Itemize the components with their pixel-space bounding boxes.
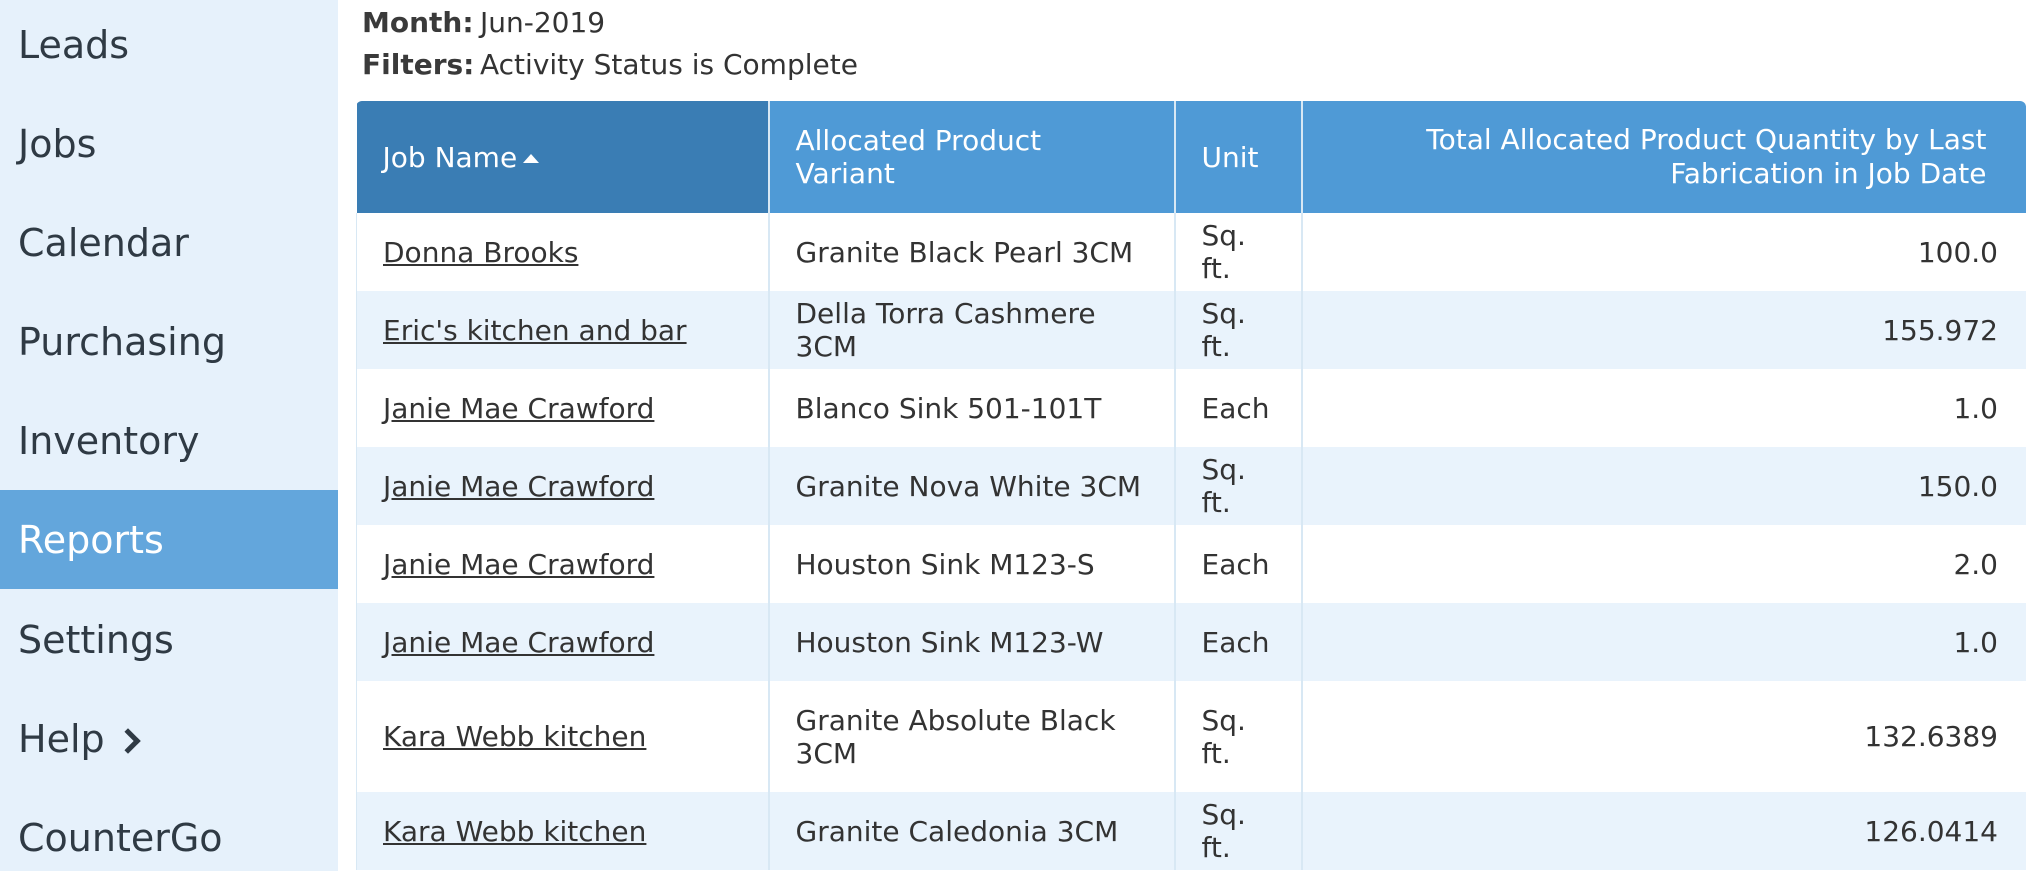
job-name-cell: Kara Webb kitchen [356, 681, 770, 792]
variant-cell: Granite Black Pearl 3CM [768, 213, 1176, 291]
column-header-label: Job Name [382, 140, 518, 174]
table-row: Janie Mae Crawford Houston Sink M123-W E… [356, 603, 2026, 681]
unit-cell: Sq. ft. [1174, 792, 1303, 870]
filters-value: Activity Status is Complete [480, 48, 858, 81]
job-name-cell: Eric's kitchen and bar [356, 291, 770, 369]
unit-cell: Sq. ft. [1174, 447, 1303, 525]
quantity-cell: 1.0 [1301, 369, 2026, 447]
unit-cell: Each [1174, 369, 1303, 447]
variant-cell: Granite Nova White 3CM [768, 447, 1176, 525]
report-table: Job Name Allocated Product Variant Unit … [356, 101, 2026, 870]
sort-ascending-icon [523, 153, 540, 163]
unit-cell: Sq. ft. [1174, 291, 1303, 369]
variant-cell: Houston Sink M123-S [768, 525, 1176, 603]
report-table-container: Job Name Allocated Product Variant Unit … [356, 101, 2026, 870]
unit-cell: Each [1174, 603, 1303, 681]
sidebar-item-label: Inventory [18, 418, 200, 463]
sidebar-item-label: Calendar [18, 220, 189, 265]
month-label: Month: [362, 6, 474, 39]
column-header-label: Total Allocated Product Quantity by Last… [1426, 123, 1987, 190]
quantity-cell: 150.0 [1301, 447, 2026, 525]
table-row: Janie Mae Crawford Houston Sink M123-S E… [356, 525, 2026, 603]
filters-label: Filters: [362, 48, 475, 81]
column-header-label: Allocated Product Variant [795, 124, 1042, 190]
column-header-product-variant[interactable]: Allocated Product Variant [768, 101, 1176, 213]
job-name-cell: Janie Mae Crawford [356, 369, 770, 447]
variant-cell: Granite Caledonia 3CM [768, 792, 1176, 870]
sidebar-item-label: CounterGo [18, 815, 223, 860]
sidebar-item-calendar[interactable]: Calendar [0, 193, 338, 292]
sidebar-item-label: Jobs [18, 121, 97, 166]
sidebar-item-label: Purchasing [18, 319, 226, 364]
month-value: Jun-2019 [480, 6, 606, 39]
table-header-row: Job Name Allocated Product Variant Unit … [356, 101, 2026, 213]
sidebar-item-label: Help [18, 716, 105, 761]
job-name-cell: Janie Mae Crawford [356, 525, 770, 603]
job-link[interactable]: Donna Brooks [383, 235, 579, 269]
job-name-cell: Janie Mae Crawford [356, 603, 770, 681]
sidebar-item-help[interactable]: Help [0, 689, 338, 788]
column-header-job-name[interactable]: Job Name [356, 101, 770, 213]
column-header-label: Unit [1201, 140, 1259, 174]
table-row: Janie Mae Crawford Blanco Sink 501-101T … [356, 369, 2026, 447]
quantity-cell: 155.972 [1301, 291, 2026, 369]
quantity-cell: 100.0 [1301, 213, 2026, 291]
column-header-total-quantity[interactable]: Total Allocated Product Quantity by Last… [1301, 101, 2026, 213]
table-row: Janie Mae Crawford Granite Nova White 3C… [356, 447, 2026, 525]
variant-cell: Granite Absolute Black 3CM [768, 681, 1176, 792]
job-link[interactable]: Janie Mae Crawford [383, 469, 655, 503]
report-filters: Filters: Activity Status is Complete [362, 48, 858, 81]
job-link[interactable]: Kara Webb kitchen [383, 814, 647, 848]
variant-cell: Della Torra Cashmere 3CM [768, 291, 1176, 369]
table-row: Eric's kitchen and bar Della Torra Cashm… [356, 291, 2026, 369]
job-link[interactable]: Kara Webb kitchen [383, 720, 647, 753]
sidebar-item-settings[interactable]: Settings [0, 590, 338, 689]
report-month: Month: Jun-2019 [362, 6, 605, 39]
job-link[interactable]: Janie Mae Crawford [383, 625, 655, 659]
sidebar: Leads Jobs Calendar Purchasing Inventory… [0, 0, 338, 871]
sidebar-item-inventory[interactable]: Inventory [0, 391, 338, 490]
sidebar-item-reports[interactable]: Reports [0, 490, 338, 589]
unit-cell: Each [1174, 525, 1303, 603]
job-name-cell: Kara Webb kitchen [356, 792, 770, 870]
sidebar-item-label: Leads [18, 22, 130, 67]
quantity-cell: 1.0 [1301, 603, 2026, 681]
variant-cell: Houston Sink M123-W [768, 603, 1176, 681]
sidebar-item-leads[interactable]: Leads [0, 0, 338, 94]
sidebar-item-jobs[interactable]: Jobs [0, 94, 338, 193]
quantity-cell: 126.0414 [1301, 792, 2026, 870]
variant-cell: Blanco Sink 501-101T [768, 369, 1176, 447]
column-header-unit[interactable]: Unit [1174, 101, 1303, 213]
table-row: Kara Webb kitchen Granite Caledonia 3CM … [356, 792, 2026, 870]
job-name-cell: Janie Mae Crawford [356, 447, 770, 525]
job-link[interactable]: Janie Mae Crawford [383, 391, 655, 425]
job-link[interactable]: Janie Mae Crawford [383, 547, 655, 581]
chevron-right-icon [114, 727, 141, 754]
quantity-cell: 2.0 [1301, 525, 2026, 603]
sidebar-item-label: Settings [18, 617, 174, 662]
unit-cell: Sq. ft. [1174, 681, 1303, 792]
job-link[interactable]: Eric's kitchen and bar [383, 313, 687, 347]
unit-cell: Sq. ft. [1174, 213, 1303, 291]
sidebar-item-purchasing[interactable]: Purchasing [0, 292, 338, 391]
table-row: Donna Brooks Granite Black Pearl 3CM Sq.… [356, 213, 2026, 291]
sidebar-item-countergo[interactable]: CounterGo [0, 788, 338, 887]
table-row: Kara Webb kitchen Granite Absolute Black… [356, 681, 2026, 792]
sidebar-item-label: Reports [18, 517, 164, 562]
job-name-cell: Donna Brooks [356, 213, 770, 291]
quantity-cell: 132.6389 [1301, 681, 2026, 792]
